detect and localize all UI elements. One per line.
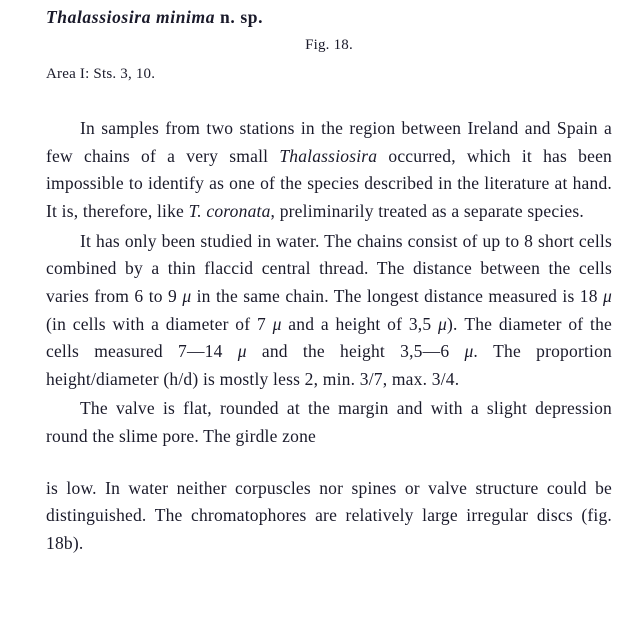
species-designation: n. sp. [220,7,263,27]
figure-label: Fig. 18. [46,34,612,58]
paragraph-4: is low. In water neither corpuscles nor … [46,475,612,558]
paragraph-3: The valve is flat, rounded at the margin… [46,395,612,450]
paragraph-2: It has only been studied in water. The c… [46,228,612,394]
page-gap [46,453,612,475]
area-line: Area I: Sts. 3, 10. [46,63,612,87]
page: Thalassiosira minima n. sp. Fig. 18. Are… [0,0,640,558]
species-name: Thalassiosira minima [46,7,215,27]
species-title: Thalassiosira minima n. sp. [46,4,612,32]
paragraph-1: In samples from two stations in the regi… [46,115,612,226]
